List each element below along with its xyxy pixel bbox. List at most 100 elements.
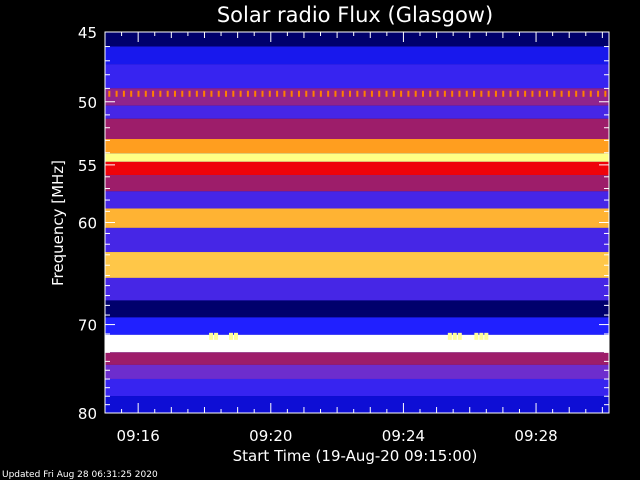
interference-dot bbox=[327, 90, 330, 97]
interference-dot bbox=[502, 90, 505, 97]
interference-dot bbox=[451, 90, 454, 97]
interference-dot bbox=[494, 90, 497, 97]
interference-dot bbox=[524, 90, 527, 97]
interference-dot bbox=[538, 90, 541, 97]
interference-dot bbox=[546, 90, 548, 97]
x-axis: 09:16 09:20 09:24 09:28 bbox=[104, 32, 603, 445]
interference-dot bbox=[181, 90, 184, 97]
interference-burst bbox=[484, 332, 489, 340]
interference-dot bbox=[334, 90, 337, 97]
y-tick-label: 55 bbox=[78, 157, 97, 175]
interference-dot bbox=[246, 90, 249, 97]
interference-dot bbox=[473, 90, 476, 97]
interference-dot bbox=[130, 90, 133, 97]
interference-dot bbox=[305, 90, 308, 97]
interference-dot bbox=[604, 90, 607, 97]
interference-burst bbox=[452, 332, 457, 340]
x-axis-label: Start Time (19-Aug-20 09:15:00) bbox=[233, 447, 478, 465]
interference-dot bbox=[137, 90, 140, 97]
interference-dot bbox=[203, 90, 206, 97]
interference-dot bbox=[261, 90, 264, 97]
interference-dot bbox=[392, 90, 395, 97]
frequency-band bbox=[105, 334, 609, 353]
interference-dot bbox=[553, 90, 556, 97]
y-tick-label: 70 bbox=[78, 317, 97, 335]
frequency-band bbox=[105, 396, 609, 413]
interference-burst bbox=[474, 332, 479, 340]
interference-dot bbox=[509, 90, 512, 97]
interference-dot bbox=[597, 90, 600, 97]
frequency-band bbox=[105, 118, 609, 140]
frequency-band bbox=[105, 46, 609, 65]
interference-dot bbox=[436, 90, 439, 97]
interference-dot bbox=[254, 90, 257, 97]
x-tick-label: 09:24 bbox=[382, 427, 425, 445]
interference-dot bbox=[480, 90, 483, 97]
frequency-band bbox=[105, 105, 609, 119]
y-axis-label: Frequency [MHz] bbox=[49, 160, 67, 286]
frequency-band bbox=[105, 161, 609, 175]
interference-dot bbox=[443, 90, 446, 97]
interference-dot bbox=[567, 90, 570, 97]
frequency-band bbox=[105, 64, 609, 89]
interference-dot bbox=[349, 90, 352, 97]
y-tick-label: 80 bbox=[78, 405, 97, 423]
interference-dot bbox=[575, 90, 578, 97]
interference-dot bbox=[166, 90, 169, 97]
chart-title: Solar radio Flux (Glasgow) bbox=[217, 3, 493, 27]
frequency-band bbox=[105, 153, 609, 162]
interference-dot bbox=[531, 90, 534, 97]
frequency-band bbox=[105, 32, 609, 47]
interference-dot bbox=[268, 90, 271, 97]
interference-features bbox=[108, 90, 607, 340]
interference-dot bbox=[276, 90, 279, 97]
interference-dot bbox=[458, 90, 461, 97]
interference-dot bbox=[152, 90, 155, 97]
x-tick-label: 09:20 bbox=[249, 427, 292, 445]
interference-dot bbox=[144, 90, 147, 97]
interference-dot bbox=[560, 90, 563, 97]
interference-dot bbox=[370, 90, 373, 97]
frequency-band bbox=[105, 88, 609, 106]
frequency-band bbox=[105, 364, 609, 379]
interference-dot bbox=[414, 90, 417, 97]
interference-dot bbox=[421, 90, 424, 97]
frequency-band bbox=[105, 352, 609, 365]
interference-dot bbox=[210, 90, 213, 97]
interference-dot bbox=[385, 90, 388, 97]
frequency-band bbox=[105, 227, 609, 253]
interference-dot bbox=[232, 90, 235, 97]
interference-dot bbox=[217, 90, 220, 97]
y-axis: 45 50 55 60 70 80 bbox=[78, 24, 609, 423]
interference-dot bbox=[516, 90, 519, 97]
interference-burst bbox=[479, 332, 484, 340]
interference-dot bbox=[341, 90, 344, 97]
interference-dot bbox=[225, 90, 228, 97]
interference-burst bbox=[233, 332, 238, 340]
interference-dot bbox=[363, 90, 366, 97]
interference-dot bbox=[239, 90, 242, 97]
frequency-band bbox=[105, 174, 609, 192]
x-tick-label: 09:16 bbox=[117, 427, 160, 445]
interference-dot bbox=[122, 90, 125, 97]
interference-dot bbox=[429, 90, 432, 97]
frequency-band bbox=[105, 317, 609, 335]
interference-dot bbox=[356, 90, 359, 97]
y-tick-label: 45 bbox=[78, 24, 97, 42]
frequency-band bbox=[105, 139, 609, 154]
interference-dot bbox=[400, 90, 403, 97]
interference-dot bbox=[297, 90, 300, 97]
interference-dot bbox=[312, 90, 315, 97]
frequency-band bbox=[105, 378, 609, 397]
frequency-bands bbox=[105, 32, 609, 413]
updated-timestamp: Updated Fri Aug 28 06:31:25 2020 bbox=[2, 470, 158, 480]
y-tick-label: 60 bbox=[78, 215, 97, 233]
interference-burst bbox=[209, 332, 214, 340]
interference-dot bbox=[195, 90, 198, 97]
interference-dot bbox=[407, 90, 410, 97]
interference-burst bbox=[447, 332, 452, 340]
interference-dot bbox=[319, 90, 322, 97]
y-tick-label: 50 bbox=[78, 94, 97, 112]
plot-area bbox=[104, 31, 610, 414]
